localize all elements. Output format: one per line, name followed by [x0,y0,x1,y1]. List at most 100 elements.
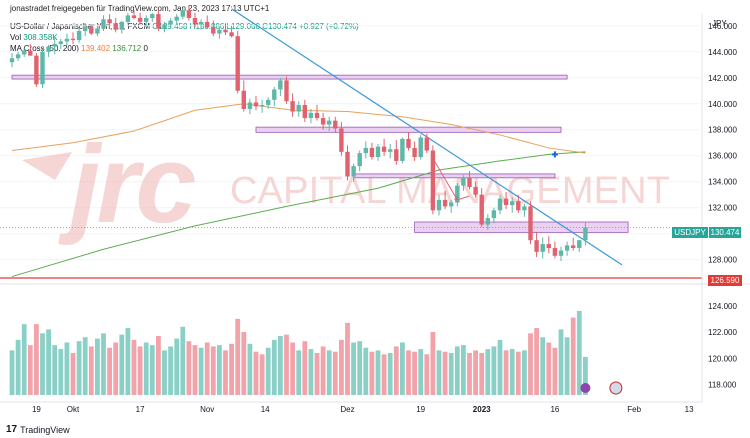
ma-cross-marker-icon [551,151,558,158]
volume-value: 308.358K [23,33,58,42]
candle-body [22,50,27,55]
candle-body [235,36,240,91]
candle-body [229,32,234,37]
volume-axis: 124.000 122.000 120.000 118.000 [708,302,737,390]
price-tick-label: 132.000 [708,204,737,213]
volume-bar [387,353,393,395]
candle-body [259,105,265,107]
candle-body [473,186,478,195]
volume-bar [570,317,576,395]
volume-bar [34,324,39,395]
candle-body [211,27,216,34]
ma-fast-value: 139.402 [81,44,111,53]
candle-body [479,194,484,225]
share-caption: jonastradet freigegeben für TradingView.… [10,4,270,13]
volume-bar [375,350,381,395]
candle-body [241,90,246,109]
candle-body [375,146,381,158]
candle-body [442,199,448,207]
candle-body [168,20,173,25]
candle-body [314,112,320,119]
ma-suffix: 0 [143,44,148,53]
candle-body [577,240,582,248]
volume-bar [345,322,350,395]
candle-body [510,201,515,206]
tradingview-logo-icon: 17 [6,424,18,435]
volume-bar [82,337,88,395]
volume-bar [558,329,564,395]
volume-bars [9,311,588,395]
candle-body [83,27,88,31]
volume-bar [46,329,51,395]
volume-bar [235,318,241,395]
candle-body [571,245,576,248]
volume-bar [168,346,173,395]
volume-bar [229,343,234,395]
volume-bar [241,332,247,395]
price-tick-label: 134.000 [708,178,737,187]
candle-body [95,28,100,34]
volume-legend[interactable]: Vol 308.358K [10,33,58,42]
volume-bar [351,342,356,395]
volume-bar [302,341,308,395]
candle-body [406,138,411,148]
price-tick-label: 136.000 [708,152,737,161]
candle-body [150,14,155,18]
volume-tick-label: 124.000 [708,302,737,311]
volume-bar [479,353,485,395]
time-tick-label: Dez [340,405,354,414]
candle-body [339,128,344,152]
volume-bar [473,350,478,395]
candle-body [278,80,283,90]
volume-bar [369,351,375,395]
candle-body [327,120,332,125]
volume-bar [76,341,82,395]
candle-body [461,177,466,186]
volume-bar [540,337,546,395]
volume-bar [198,347,204,395]
level-price-tag: 126.590 [708,275,742,286]
volume-bar [143,342,149,395]
candle-body [223,29,228,33]
volume-bar [546,342,552,395]
price-tick-label: 146.000 [708,22,737,31]
price-tick-label: 144.000 [708,48,737,57]
time-tick-label: 14 [261,405,270,414]
candle-body [351,166,356,177]
candle-body [192,18,198,25]
candle-body [467,177,472,187]
time-tick-label: Okt [67,405,80,414]
watermark-logo: jrc [58,123,195,246]
candle-body [15,54,21,59]
candle-body [290,101,295,112]
volume-bar [528,333,533,395]
ma-cross-legend[interactable]: MA Cross (50, 200) 139.402 136.712 0 [10,44,148,53]
annotation-arrow-tail [457,195,470,201]
volume-bar [393,346,399,395]
symbol-legend[interactable]: US-Dollar / Japanischer Yen, 1T, FXCM O1… [10,22,359,31]
volume-bar [253,351,259,395]
volume-bar [186,341,192,395]
volume-bar [436,350,442,395]
candle-body [266,99,271,106]
time-tick-label: Feb [627,405,641,414]
candle-body [455,185,460,203]
time-tick-label: 19 [32,405,41,414]
candle-body [308,112,314,119]
candle-body [546,244,551,248]
candle-body [412,147,417,158]
candle-body [52,43,57,47]
volume-bar [442,351,448,395]
candle-body [424,137,429,151]
candle-body [107,19,112,24]
volume-bar [259,354,265,395]
volume-label: Vol [10,33,22,42]
volume-bar [265,347,271,395]
candle-body [125,15,131,22]
tradingview-brand: TradingView [20,424,70,435]
candle-body [485,218,490,225]
volume-bar [497,339,503,395]
volume-bar [21,324,27,395]
candle-body [583,227,588,241]
